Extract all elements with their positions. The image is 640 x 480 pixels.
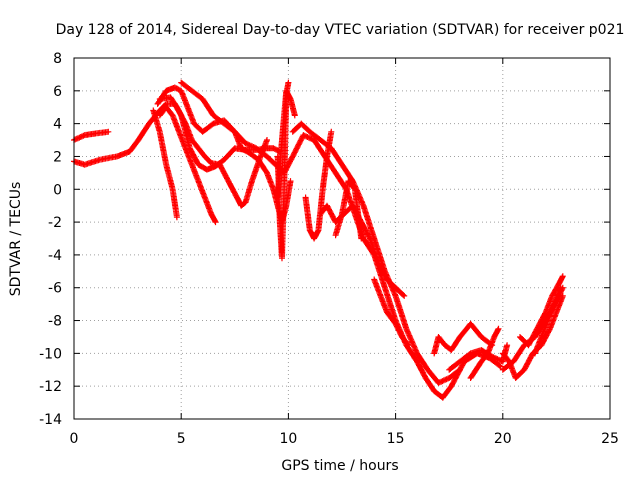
x-tick-label: 5 — [177, 431, 186, 447]
series-track-3 — [150, 107, 180, 221]
tick-layer: 0 5 10 15 20 25 -14 -12 -10 -8 -6 -4 -2 0 2 4 6 8 — [39, 51, 619, 447]
series-track-21 — [532, 284, 564, 357]
y-tick-label: -4 — [48, 248, 62, 264]
series-track-11 — [302, 128, 335, 242]
series-markers — [532, 284, 564, 357]
y-tick-label: -12 — [39, 379, 62, 395]
series-markers — [431, 320, 496, 357]
y-tick-label: 8 — [53, 51, 62, 67]
series-markers — [517, 273, 566, 349]
data-layer — [71, 79, 566, 401]
series-track-14 — [371, 276, 412, 349]
y-tick-label: -14 — [39, 412, 62, 428]
y-tick-label: -10 — [39, 346, 62, 362]
y-tick-label: -2 — [48, 215, 62, 231]
series-markers — [156, 104, 219, 226]
chart-title: Day 128 of 2014, Sidereal Day-to-day VTE… — [56, 22, 625, 38]
series-markers — [150, 107, 180, 221]
series-markers — [467, 325, 502, 381]
series-track-20 — [517, 273, 566, 349]
series-markers — [332, 178, 365, 242]
series-track-13 — [332, 178, 365, 242]
y-tick-label: 0 — [53, 182, 62, 198]
series-track-17 — [467, 325, 502, 381]
y-tick-label: 2 — [53, 149, 62, 165]
series-track-4 — [156, 104, 219, 226]
y-tick-label: -6 — [48, 281, 62, 297]
x-axis-label: GPS time / hours — [281, 458, 398, 474]
x-tick-label: 0 — [70, 431, 79, 447]
y-axis-label: SDTVAR / TECUs — [8, 182, 24, 297]
plot-frame — [73, 57, 611, 420]
series-markers — [371, 276, 412, 349]
series-markers — [302, 128, 335, 242]
y-tick-label: -8 — [48, 314, 62, 330]
y-tick-label: 6 — [53, 84, 62, 100]
y-tick-label: 4 — [53, 117, 62, 133]
x-tick-label: 25 — [601, 431, 619, 447]
x-tick-label: 15 — [387, 431, 405, 447]
x-tick-label: 10 — [279, 431, 297, 447]
series-track-9 — [274, 87, 298, 201]
x-tick-label: 20 — [494, 431, 512, 447]
series-track-15 — [431, 320, 496, 357]
series-markers — [274, 87, 298, 201]
